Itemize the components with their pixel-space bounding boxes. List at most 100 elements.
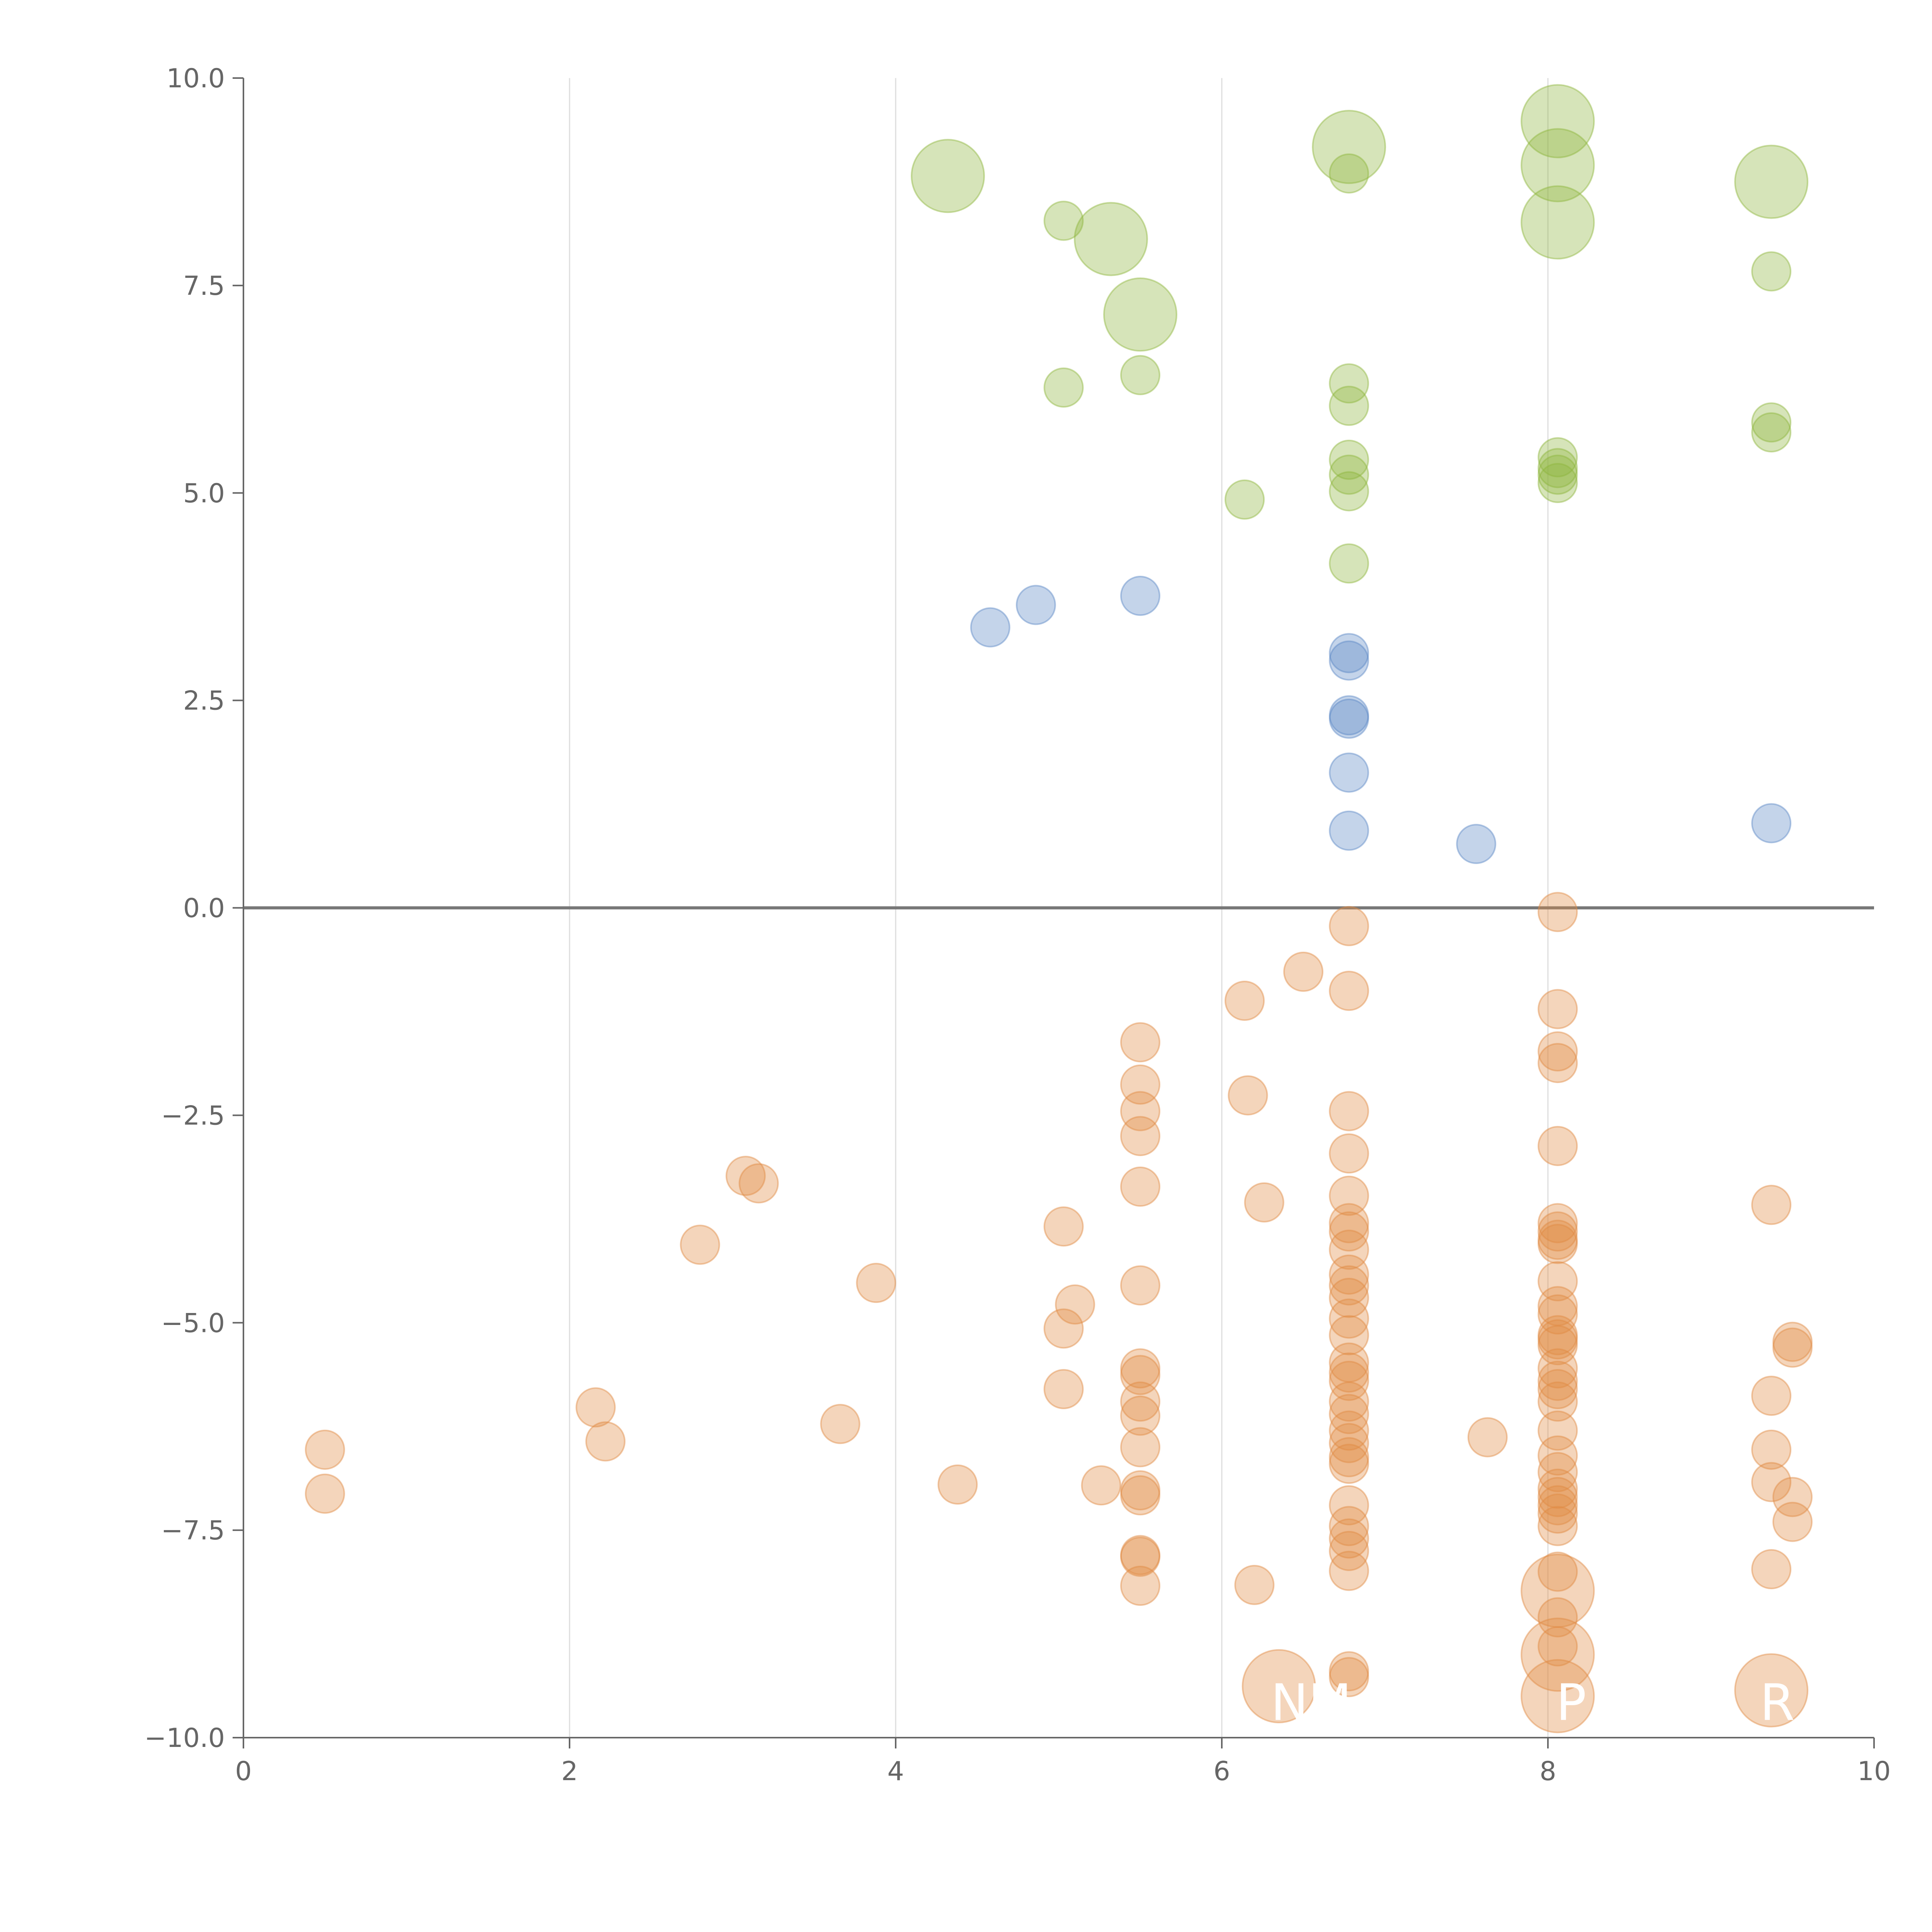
y-tick-label: 10.0	[167, 63, 225, 94]
x-tick-label: 10	[1857, 1756, 1891, 1787]
scatter-point-low	[1772, 1321, 1813, 1362]
annotations: NM P R	[1271, 1673, 1795, 1732]
scatter-point-low	[1329, 1444, 1369, 1484]
scatter-point-low	[1329, 1133, 1369, 1174]
scatter-point-mid	[1329, 695, 1369, 736]
scatter-point-low	[1772, 1327, 1813, 1368]
scatter-point-low	[1329, 1410, 1369, 1451]
scatter-point-low	[1120, 1395, 1160, 1436]
scatter-point-low	[1772, 1502, 1813, 1542]
scatter-point-high	[1329, 454, 1369, 495]
scatter-point-high	[1329, 386, 1369, 426]
scatter-point-high	[1537, 437, 1578, 478]
scatter-point-low	[1329, 1315, 1369, 1355]
scatter-point-low	[1329, 1211, 1369, 1252]
scatter-point-low	[1242, 1649, 1316, 1723]
scatter-point-low	[1537, 1219, 1578, 1260]
scatter-point-low	[1329, 1230, 1369, 1270]
scatter-point-low	[1537, 1325, 1578, 1366]
scatter-point-low	[1537, 1435, 1578, 1476]
x-tick-label: 0	[235, 1756, 252, 1787]
scatter-point-low	[1329, 1651, 1369, 1692]
scatter-point-high	[1520, 128, 1595, 202]
scatter-point-low	[1329, 1265, 1369, 1306]
scatter-point-mid	[1015, 585, 1056, 625]
scatter-point-high	[1329, 543, 1369, 584]
scatter-point-mid	[1329, 810, 1369, 851]
scatter-point-low	[1329, 1352, 1369, 1393]
scatter-point-low	[680, 1225, 720, 1265]
scatter-point-low	[1120, 1566, 1160, 1606]
scatter-point-high	[1225, 479, 1265, 520]
scatter-point-high	[1537, 448, 1578, 488]
scatter-point-low	[1537, 1224, 1578, 1264]
scatter-point-low	[1120, 1022, 1160, 1063]
x-tick-label: 8	[1539, 1756, 1556, 1787]
scatter-point-low	[1120, 1091, 1160, 1131]
y-tick-label: −5.0	[161, 1308, 225, 1338]
scatter-point-low	[1329, 1175, 1369, 1216]
scatter-point-low	[1537, 1361, 1578, 1401]
scatter-point-low	[1120, 1475, 1160, 1515]
scatter-point-low	[1043, 1206, 1084, 1247]
x-tick-label: 2	[561, 1756, 578, 1787]
scatter-point-low	[1120, 1470, 1160, 1511]
scatter-point-low	[1329, 1531, 1369, 1571]
scatter-point-low	[1120, 1381, 1160, 1422]
scatter-point-low	[1537, 1477, 1578, 1517]
scatter-point-high	[911, 139, 985, 213]
y-tick-label: 7.5	[183, 271, 225, 301]
scatter-point-low	[1537, 1286, 1578, 1327]
scatter-point-low	[725, 1156, 766, 1196]
scatter-point-low	[1055, 1284, 1095, 1325]
x-tick-label: 4	[887, 1756, 904, 1787]
y-tick-label: 5.0	[183, 478, 225, 509]
scatter-point-low	[1537, 1315, 1578, 1355]
scatter-point-high	[1120, 355, 1160, 395]
scatter-point-low	[1329, 906, 1369, 946]
scatter-point-low	[1751, 1376, 1792, 1416]
scatter-point-low	[1329, 1381, 1369, 1422]
scatter-point-low	[1329, 1091, 1369, 1131]
y-tick-label: 2.5	[183, 686, 225, 716]
x-tick-label: 6	[1213, 1756, 1230, 1787]
scatter-point-high	[1520, 84, 1595, 158]
y-tick-label: 0.0	[183, 893, 225, 924]
annotation-label: NM	[1271, 1673, 1352, 1732]
scatter-point-mid	[1329, 698, 1369, 739]
scatter-point-high	[1537, 463, 1578, 503]
scatter-point-high	[1329, 363, 1369, 404]
scatter-point-low	[1537, 1126, 1578, 1166]
scatter-point-low	[1751, 1429, 1792, 1470]
scatter-point-low	[1537, 892, 1578, 932]
scatter-point-mid	[1751, 803, 1792, 844]
scatter-point-low	[1228, 1075, 1268, 1116]
scatter-point-mid	[1456, 824, 1497, 864]
scatter-point-low	[1329, 971, 1369, 1011]
scatter-point-low	[1329, 1361, 1369, 1401]
scatter-point-low	[1537, 1506, 1578, 1546]
scatter-point-low	[1537, 1626, 1578, 1667]
scatter-point-low	[1120, 1265, 1160, 1306]
scatter-point-low	[820, 1404, 861, 1444]
scatter-point-low	[1329, 1254, 1369, 1295]
scatter-point-low	[1537, 1597, 1578, 1638]
scatter-point-low	[1537, 1551, 1578, 1592]
scatter-point-high	[1329, 471, 1369, 512]
scatter-point-mid	[970, 607, 1010, 648]
scatter-point-low	[1537, 1203, 1578, 1243]
scatter-point-low	[305, 1429, 345, 1470]
annotation-label: P	[1556, 1673, 1586, 1732]
scatter-point-low	[575, 1387, 616, 1428]
scatter-point-low	[1751, 1462, 1792, 1502]
scatter-point-low	[1537, 1468, 1578, 1509]
scatter-point-low	[1537, 1381, 1578, 1422]
scatter-point-high	[1734, 145, 1809, 219]
scatter-point-low	[1537, 1410, 1578, 1451]
scatter-point-high	[1312, 110, 1386, 184]
scatter-point-high	[1043, 201, 1084, 241]
scatter-point-low	[1537, 1369, 1578, 1410]
scatter-point-low	[1120, 1427, 1160, 1468]
scatter-point-mid	[1329, 640, 1369, 681]
